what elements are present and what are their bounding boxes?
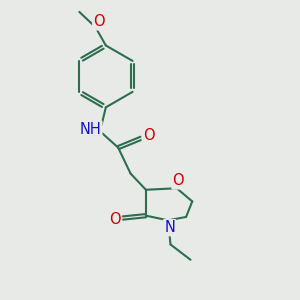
Text: O: O <box>143 128 154 143</box>
Text: NH: NH <box>80 122 101 136</box>
Text: O: O <box>172 173 184 188</box>
Text: O: O <box>93 14 105 29</box>
Text: O: O <box>109 212 121 227</box>
Text: N: N <box>164 220 175 235</box>
